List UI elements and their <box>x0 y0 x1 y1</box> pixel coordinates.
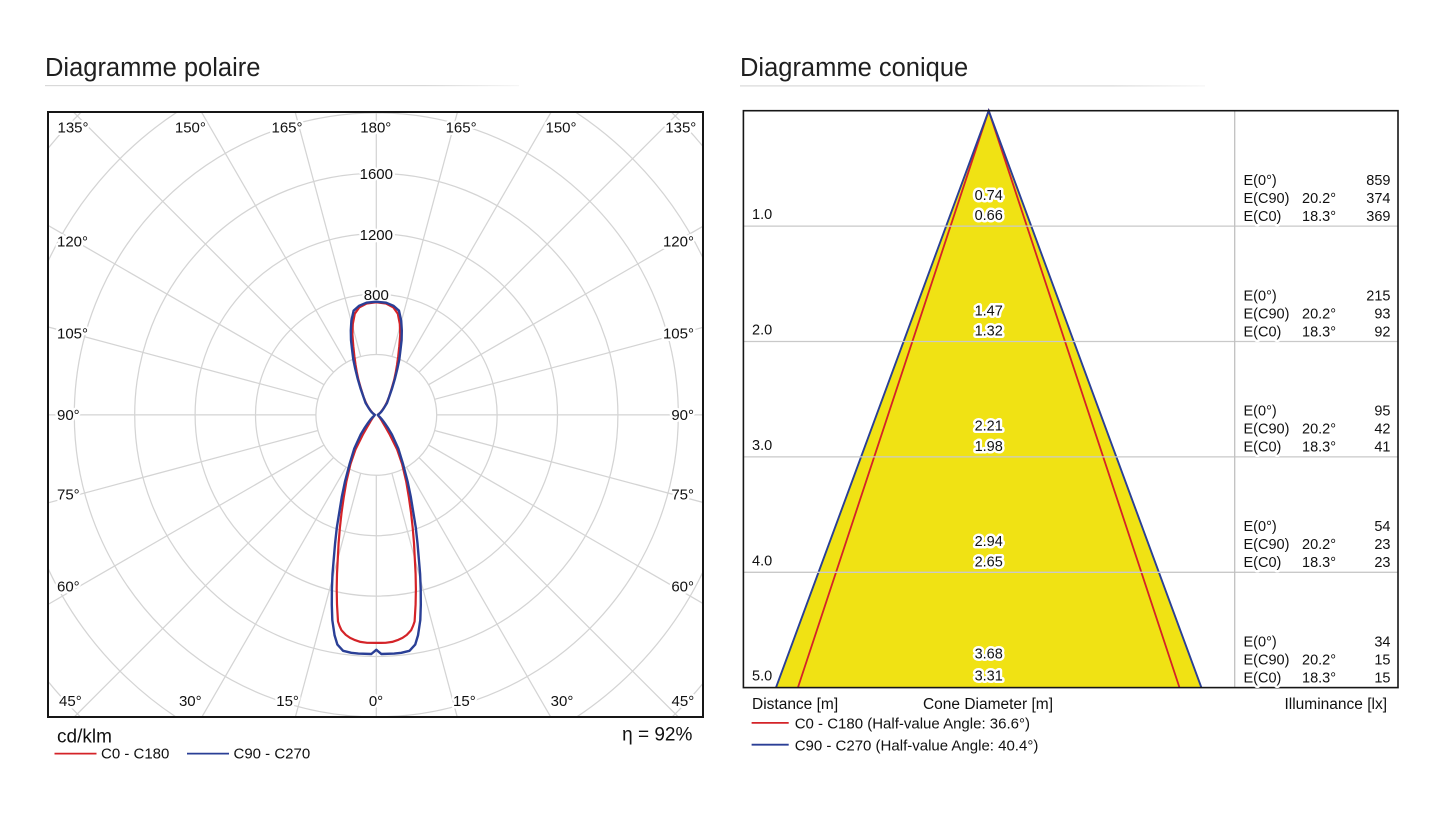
svg-text:Cone Diameter [m]: Cone Diameter [m] <box>923 696 1053 713</box>
svg-text:60°: 60° <box>57 579 80 596</box>
svg-text:E(C0): E(C0) <box>1244 209 1282 225</box>
svg-text:20.2°: 20.2° <box>1302 422 1336 438</box>
svg-text:42: 42 <box>1374 422 1390 438</box>
svg-text:15°: 15° <box>276 693 299 710</box>
svg-text:34: 34 <box>1374 634 1390 650</box>
svg-text:20.2°: 20.2° <box>1302 652 1336 668</box>
svg-text:E(C0): E(C0) <box>1244 440 1282 456</box>
svg-text:Diagramme polaire: Diagramme polaire <box>45 54 260 82</box>
svg-text:C0 - C180 (Half-value Angle: 3: C0 - C180 (Half-value Angle: 36.6°) <box>795 716 1030 733</box>
svg-text:23: 23 <box>1374 555 1390 571</box>
svg-text:18.3°: 18.3° <box>1302 555 1336 571</box>
svg-text:2.21: 2.21 <box>975 419 1003 435</box>
svg-text:215: 215 <box>1366 288 1390 304</box>
svg-text:180°: 180° <box>360 120 391 137</box>
svg-text:E(0°): E(0°) <box>1244 173 1277 189</box>
svg-text:0.66: 0.66 <box>975 208 1003 224</box>
svg-text:75°: 75° <box>671 486 694 503</box>
svg-text:E(C90): E(C90) <box>1244 537 1290 553</box>
svg-text:E(C90): E(C90) <box>1244 652 1290 668</box>
svg-text:15°: 15° <box>453 693 476 710</box>
svg-text:30°: 30° <box>551 693 574 710</box>
svg-text:1600: 1600 <box>360 166 393 183</box>
svg-text:E(0°): E(0°) <box>1244 404 1277 420</box>
svg-text:5.0: 5.0 <box>752 669 772 685</box>
svg-text:4.0: 4.0 <box>752 553 772 569</box>
svg-text:Distance [m]: Distance [m] <box>752 696 838 713</box>
svg-text:120°: 120° <box>57 233 88 250</box>
svg-text:18.3°: 18.3° <box>1302 670 1336 686</box>
svg-text:105°: 105° <box>663 325 694 342</box>
svg-text:150°: 150° <box>545 120 576 137</box>
svg-text:15: 15 <box>1374 652 1390 668</box>
svg-text:165°: 165° <box>446 120 477 137</box>
svg-text:C90 - C270: C90 - C270 <box>234 746 311 763</box>
svg-text:E(C0): E(C0) <box>1244 670 1282 686</box>
svg-text:1.0: 1.0 <box>752 207 772 223</box>
svg-text:135°: 135° <box>665 120 696 137</box>
svg-text:800: 800 <box>364 287 389 304</box>
svg-text:2.65: 2.65 <box>975 554 1003 570</box>
svg-text:Diagramme conique: Diagramme conique <box>740 54 968 82</box>
svg-text:0.74: 0.74 <box>975 188 1003 204</box>
svg-text:E(C90): E(C90) <box>1244 191 1290 207</box>
svg-text:E(0°): E(0°) <box>1244 519 1277 535</box>
svg-text:18.3°: 18.3° <box>1302 209 1336 225</box>
svg-text:165°: 165° <box>271 120 302 137</box>
svg-text:90°: 90° <box>671 407 694 424</box>
svg-text:150°: 150° <box>175 120 206 137</box>
svg-text:23: 23 <box>1374 537 1390 553</box>
svg-text:1.32: 1.32 <box>975 324 1003 340</box>
svg-text:90°: 90° <box>57 407 80 424</box>
svg-text:E(C90): E(C90) <box>1244 306 1290 322</box>
svg-text:135°: 135° <box>57 120 88 137</box>
svg-text:E(C0): E(C0) <box>1244 324 1282 340</box>
svg-text:60°: 60° <box>671 579 694 596</box>
svg-text:C90 - C270 (Half-value Angle:: C90 - C270 (Half-value Angle: 40.4°) <box>795 737 1039 754</box>
svg-text:1200: 1200 <box>360 227 393 244</box>
svg-text:E(0°): E(0°) <box>1244 288 1277 304</box>
svg-text:18.3°: 18.3° <box>1302 324 1336 340</box>
svg-text:374: 374 <box>1366 191 1390 207</box>
svg-text:1.98: 1.98 <box>975 439 1003 455</box>
svg-text:0°: 0° <box>369 693 383 710</box>
svg-text:η = 92%: η = 92% <box>622 725 692 746</box>
svg-text:15: 15 <box>1374 670 1390 686</box>
svg-text:120°: 120° <box>663 233 694 250</box>
svg-text:E(C90): E(C90) <box>1244 422 1290 438</box>
svg-text:54: 54 <box>1374 519 1390 535</box>
svg-text:45°: 45° <box>672 693 695 710</box>
svg-text:45°: 45° <box>59 693 82 710</box>
svg-text:369: 369 <box>1366 209 1390 225</box>
svg-text:75°: 75° <box>57 486 80 503</box>
svg-text:cd/klm: cd/klm <box>57 727 112 748</box>
svg-text:1.47: 1.47 <box>975 303 1003 319</box>
svg-text:20.2°: 20.2° <box>1302 537 1336 553</box>
svg-text:95: 95 <box>1374 404 1390 420</box>
svg-text:E(0°): E(0°) <box>1244 634 1277 650</box>
svg-text:2.0: 2.0 <box>752 323 772 339</box>
svg-text:2.94: 2.94 <box>975 534 1003 550</box>
svg-text:105°: 105° <box>57 325 88 342</box>
svg-text:18.3°: 18.3° <box>1302 440 1336 456</box>
svg-text:41: 41 <box>1374 440 1390 456</box>
svg-text:92: 92 <box>1374 324 1390 340</box>
svg-text:30°: 30° <box>179 693 202 710</box>
svg-text:E(C0): E(C0) <box>1244 555 1282 571</box>
svg-text:3.0: 3.0 <box>752 438 772 454</box>
svg-text:93: 93 <box>1374 306 1390 322</box>
svg-text:20.2°: 20.2° <box>1302 306 1336 322</box>
svg-text:3.68: 3.68 <box>975 647 1003 663</box>
svg-text:C0 - C180: C0 - C180 <box>101 746 169 763</box>
svg-text:3.31: 3.31 <box>975 669 1003 685</box>
svg-text:859: 859 <box>1366 173 1390 189</box>
svg-text:20.2°: 20.2° <box>1302 191 1336 207</box>
svg-text:Illuminance [lx]: Illuminance [lx] <box>1284 696 1387 713</box>
